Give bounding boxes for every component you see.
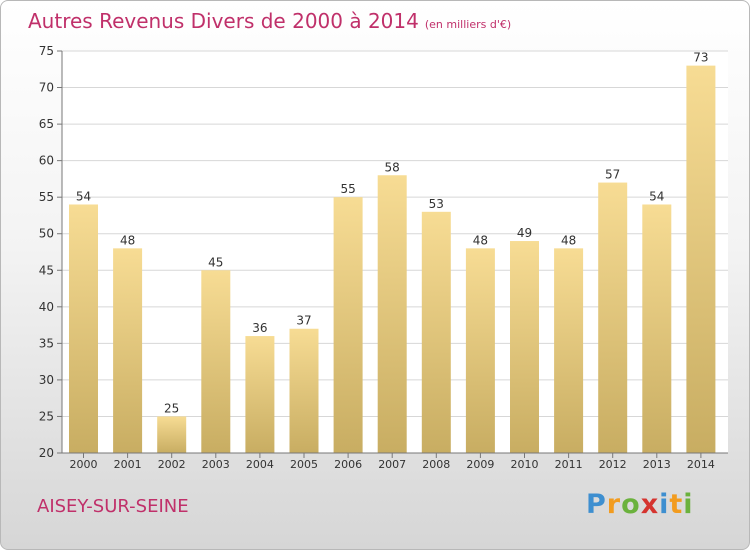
y-tick-label: 65 xyxy=(39,117,54,131)
data-label: 57 xyxy=(605,168,620,182)
y-tick-label: 30 xyxy=(39,373,54,387)
y-tick-label: 70 xyxy=(39,81,54,95)
axes: 20 25 30 35 40 45 50 55 60 65 70 75 2000 2001 2002 2003… xyxy=(39,44,728,471)
y-tick-label: 20 xyxy=(39,446,54,460)
bar-2008 xyxy=(421,211,451,453)
x-tick-label: 2007 xyxy=(378,458,406,471)
x-tick-label: 2006 xyxy=(334,458,362,471)
bar-2004 xyxy=(245,336,275,453)
y-tick-label: 60 xyxy=(39,154,54,168)
data-label: 54 xyxy=(649,189,664,203)
logo-letter: P xyxy=(586,489,607,520)
bar-2002 xyxy=(157,416,187,453)
data-label: 36 xyxy=(252,321,267,335)
x-tick-label: 2013 xyxy=(643,458,671,471)
y-tick-label: 35 xyxy=(39,336,54,350)
y-tick-label: 40 xyxy=(39,300,54,314)
proxiti-logo: Proxiti xyxy=(586,489,694,520)
x-tick-label: 2012 xyxy=(599,458,627,471)
x-tick-label: 2014 xyxy=(687,458,715,471)
data-label: 37 xyxy=(296,314,311,328)
data-label: 54 xyxy=(76,189,91,203)
bar-2006 xyxy=(333,197,363,453)
y-tick-label: 45 xyxy=(39,263,54,277)
data-label: 55 xyxy=(340,182,355,196)
logo-letter: t xyxy=(669,489,684,520)
bars: 54 48 25 45 36 37 55 58 53 48 49 48 57 54 73 xyxy=(69,51,716,454)
data-label: 48 xyxy=(561,233,576,247)
location-label: AISEY-SUR-SEINE xyxy=(37,496,189,517)
data-label: 25 xyxy=(164,401,179,415)
title-unit: (en milliers d'€) xyxy=(424,18,512,31)
x-tick-label: 2003 xyxy=(202,458,230,471)
logo-letter: o xyxy=(621,489,641,520)
x-tick-label: 2005 xyxy=(290,458,318,471)
data-label: 58 xyxy=(385,160,400,174)
x-tick-label: 2001 xyxy=(114,458,142,471)
x-tick-label: 2000 xyxy=(70,458,98,471)
bar-2011 xyxy=(554,248,584,453)
bar-2012 xyxy=(598,182,628,453)
bar-2005 xyxy=(289,328,319,453)
x-tick-label: 2009 xyxy=(466,458,494,471)
data-label: 48 xyxy=(473,233,488,247)
x-tick-label: 2010 xyxy=(511,458,539,471)
x-tick-label: 2011 xyxy=(555,458,583,471)
data-label: 73 xyxy=(693,51,708,65)
bar-2000 xyxy=(69,204,98,453)
data-label: 53 xyxy=(429,197,444,211)
x-tick-label: 2002 xyxy=(158,458,186,471)
data-label: 45 xyxy=(208,255,223,269)
y-tick-label: 25 xyxy=(39,409,54,423)
bar-2007 xyxy=(377,175,407,453)
y-tick-label: 55 xyxy=(39,190,54,204)
logo-letter: x xyxy=(640,489,660,520)
title-main: Autres Revenus Divers de 2000 à 2014 xyxy=(28,9,419,33)
logo-letter: r xyxy=(606,489,622,520)
data-label: 48 xyxy=(120,233,135,247)
data-label: 49 xyxy=(517,226,532,240)
bar-2010 xyxy=(510,241,539,453)
bar-2009 xyxy=(465,248,495,453)
x-tick-label: 2004 xyxy=(246,458,274,471)
bar-2014 xyxy=(686,65,716,454)
bar-2001 xyxy=(113,248,143,453)
x-tick-label: 2008 xyxy=(422,458,450,471)
y-tick-label: 75 xyxy=(39,44,54,58)
bar-2003 xyxy=(201,270,231,453)
y-tick-label: 50 xyxy=(39,227,54,241)
chart-title: Autres Revenus Divers de 2000 à 2014 (en … xyxy=(28,9,511,33)
bar-2013 xyxy=(642,204,672,453)
logo-letter: i xyxy=(683,489,694,520)
logo-letter: i xyxy=(659,489,670,520)
